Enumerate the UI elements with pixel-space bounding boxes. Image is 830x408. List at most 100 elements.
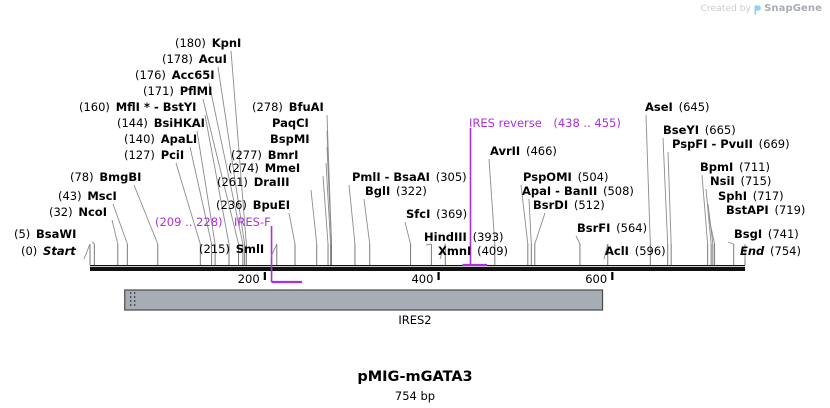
enzyme-name: AclI (605, 244, 629, 258)
leader-line (83, 243, 91, 260)
annotation-name: IRES reverse (469, 116, 542, 130)
enzyme-label-pcii: (127) PciI (124, 149, 184, 161)
enzyme-label-pspomi: PspOMI (504) (523, 171, 609, 183)
ruler-label-200: 200 (237, 272, 260, 286)
enzyme-label-pflmi: (171) PflMI (143, 85, 212, 97)
leader-line (175, 162, 201, 245)
enzyme-name: BglI (365, 184, 391, 198)
enzyme-label-bsawi: (5) BsaWI (14, 228, 76, 240)
enzyme-label-bspmi: BspMI (270, 133, 310, 145)
enzyme-position: (43) (58, 189, 82, 203)
annotation-label-ires-reverse: IRES reverse (438 .. 455) (469, 117, 621, 129)
enzyme-name: End (740, 244, 765, 258)
enzyme-name: XmnI (438, 244, 472, 258)
watermark-brand: SnapGene (764, 3, 822, 14)
enzyme-position: (564) (616, 221, 648, 235)
snapgene-logo-icon (754, 5, 761, 15)
enzyme-position: (369) (436, 207, 468, 221)
enzyme-name: PmlI - BsaAI (352, 170, 430, 184)
enzyme-label-acui: (178) AcuI (162, 53, 227, 65)
leader-line (701, 174, 709, 245)
leader-line (662, 137, 669, 245)
leader-line (310, 189, 318, 245)
enzyme-label-sfci: SfcI (369) (406, 208, 467, 220)
enzyme-label-acli: AclI (596) (605, 245, 666, 257)
leader-line (705, 188, 712, 245)
ruler-tick (263, 272, 266, 280)
enzyme-position: (596) (634, 244, 666, 258)
enzyme-position: (508) (602, 184, 634, 198)
enzyme-label-mfli-bstyi: (160) MflI * - BstYI (79, 101, 196, 113)
enzyme-label-bstapi: BstAPI (719) (726, 204, 805, 216)
enzyme-name: ApaLI (160, 132, 198, 146)
enzyme-label-end: End (754) (740, 245, 801, 257)
enzyme-position: (5) (14, 227, 31, 241)
leader-line (326, 146, 332, 245)
ruler-tick (611, 272, 614, 280)
enzyme-position: (127) (124, 148, 155, 162)
enzyme-position: (409) (477, 244, 509, 258)
enzyme-label-sphi: SphI (717) (718, 190, 784, 202)
enzyme-label-asei: AseI (645) (645, 101, 710, 113)
ruler-label-400: 400 (411, 272, 434, 286)
enzyme-name: AvrII (490, 144, 521, 158)
leader-line (326, 130, 332, 245)
feature-label-ires2: IRES2 (398, 313, 432, 327)
leader-line (425, 243, 432, 246)
leader-line (112, 203, 128, 245)
enzyme-label-bsgi: BsgI (741) (734, 228, 799, 240)
enzyme-position: (665) (704, 123, 736, 137)
enzyme-label-bpuei: (236) BpuEI (216, 199, 290, 211)
enzyme-position: (215) (199, 242, 230, 256)
enzyme-name: BpmI (700, 160, 734, 174)
enzyme-position: (140) (124, 132, 155, 146)
enzyme-name: DraIII (253, 175, 290, 189)
enzyme-label-bmgbi: (78) BmgBI (70, 171, 141, 183)
enzyme-label-xmni: XmnI (409) (438, 245, 508, 257)
enzyme-position: (0) (21, 244, 38, 258)
enzyme-name: BpuEI (252, 198, 291, 212)
annotation-ires-f (270, 226, 303, 284)
watermark-prefix: Created by (700, 3, 752, 14)
enzyme-position: (393) (472, 230, 504, 244)
enzyme-name: AcuI (198, 52, 227, 66)
enzyme-position: (305) (435, 170, 467, 184)
enzyme-position: (160) (79, 100, 110, 114)
backbone-bar (90, 267, 745, 271)
enzyme-name: BsrDI (533, 198, 569, 212)
leader-line (708, 217, 716, 245)
leader-line (111, 219, 119, 245)
page-title: pMIG-mGATA3 (357, 369, 473, 385)
backbone-thin-line (90, 265, 745, 267)
enzyme-label-start: (0) Start (21, 245, 76, 257)
enzyme-label-bpmi: BpmI (711) (700, 161, 770, 173)
enzyme-name: BmgBI (99, 170, 142, 184)
enzyme-position: (512) (573, 198, 605, 212)
leader-line (575, 235, 581, 245)
enzyme-label-pspfi-pvuii: PspFI - PvuII (669) (672, 138, 790, 150)
leader-line (404, 221, 411, 245)
enzyme-position: (322) (395, 184, 427, 198)
enzyme-position: (715) (740, 174, 772, 188)
enzyme-label-hindiii: HindIII (393) (424, 231, 504, 243)
enzyme-position: (754) (770, 244, 801, 258)
feature-bar-ires2 (124, 289, 604, 311)
enzyme-label-bsrfi: BsrFI (564) (577, 222, 647, 234)
enzyme-label-pmli-bsaai: PmlI - BsaAI (305) (352, 171, 467, 183)
enzyme-name: MflI * - BstYI (115, 100, 197, 114)
enzyme-name: NsiI (710, 174, 735, 188)
enzyme-label-msci: (43) MscI (58, 190, 117, 202)
enzyme-label-kpni: (180) KpnI (175, 37, 241, 49)
enzyme-label-bsrdi: BsrDI (512) (533, 199, 605, 211)
leader-line (727, 241, 734, 245)
enzyme-name: PaqCI (272, 116, 309, 130)
enzyme-name: MscI (87, 189, 117, 203)
enzyme-name: SmlI (235, 242, 265, 256)
leader-line (707, 203, 714, 245)
ruler-label-600: 600 (585, 272, 608, 286)
enzyme-position: (277) (231, 148, 262, 162)
enzyme-position: (171) (143, 84, 174, 98)
enzyme-name: BmrI (267, 148, 299, 162)
enzyme-label-bmri: (277) BmrI (231, 149, 298, 161)
